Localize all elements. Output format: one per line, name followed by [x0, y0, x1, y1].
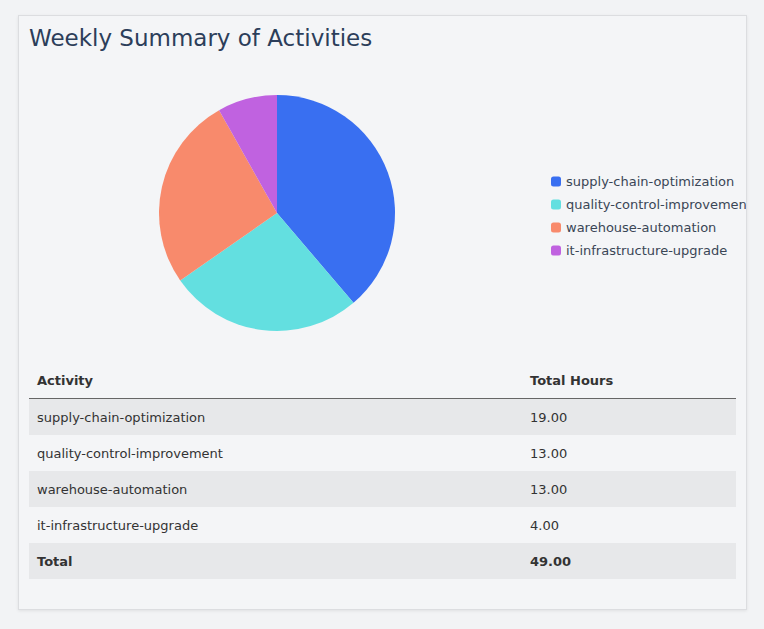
html-text:Weekly Summary of Activities: Weekly Summary of Activities	[29, 25, 373, 51]
html-text:Total Hours: Total Hours	[530, 373, 614, 388]
svg-text:quality-control-improvement: quality-control-improvement	[566, 197, 746, 212]
html-text:supply-chain-optimization: supply-chain-optimization	[37, 409, 206, 425]
html-text:it-infrastructure-upgrade: it-infrastructure-upgrade	[37, 517, 199, 533]
html-text:warehouse-automation: warehouse-automation	[37, 481, 188, 497]
html-text:13.00: 13.00	[530, 445, 568, 461]
html-text:13.00: 13.00	[530, 481, 568, 497]
svg-text:supply-chain-optimization: supply-chain-optimization	[566, 174, 734, 189]
html-text:4.00: 4.00	[530, 517, 559, 533]
html-text:49.00: 49.00	[530, 553, 572, 569]
html-text:Total: Total	[37, 553, 73, 569]
svg-text:it-infrastructure-upgrade: it-infrastructure-upgrade	[566, 243, 727, 258]
html-text:19.00: 19.00	[530, 409, 568, 425]
svg-text:warehouse-automation: warehouse-automation	[566, 220, 716, 235]
html-text:Activity: Activity	[37, 373, 94, 388]
html-text:quality-control-improvement: quality-control-improvement	[37, 445, 223, 461]
